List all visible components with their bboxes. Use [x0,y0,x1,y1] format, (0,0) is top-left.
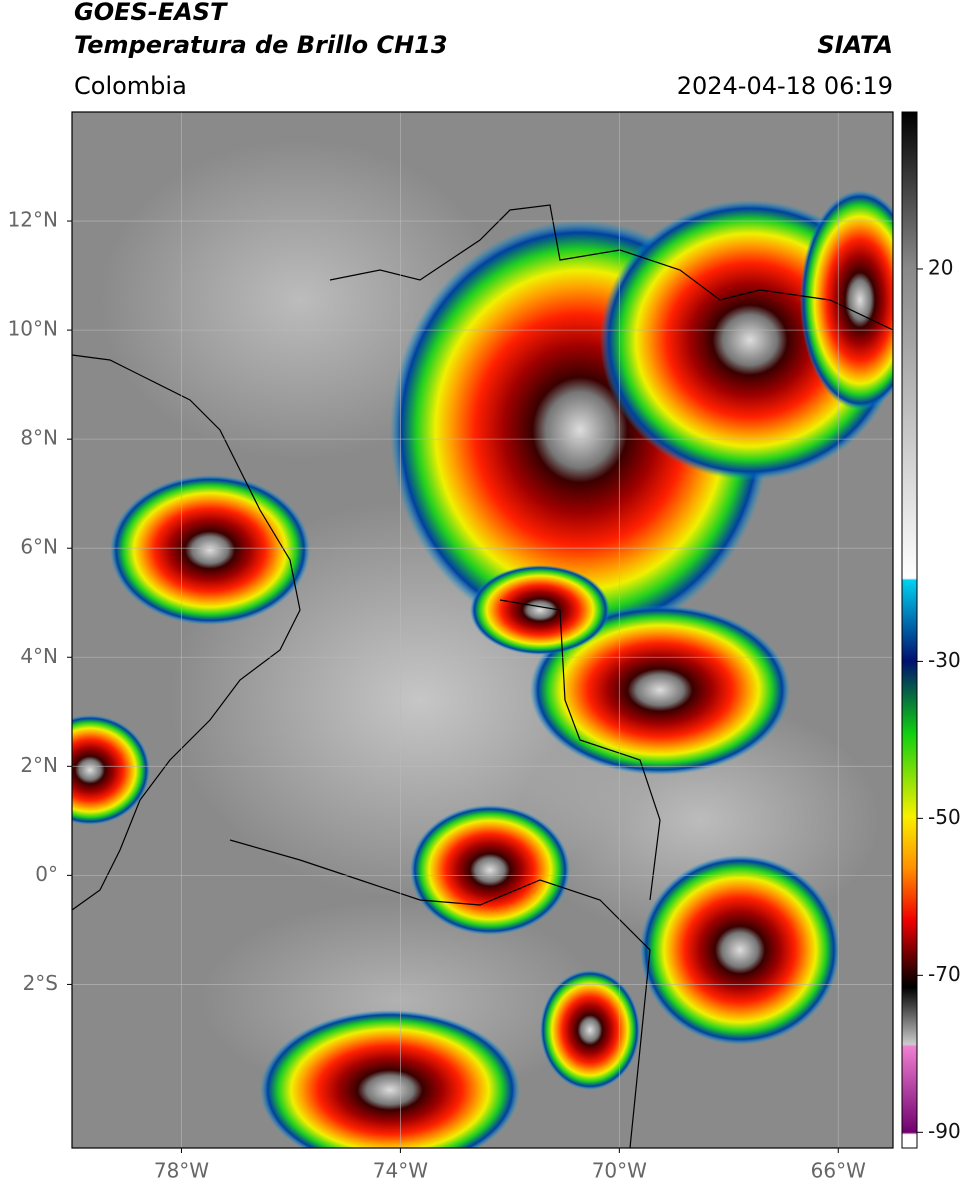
y-tick-label: 2°S [23,971,58,995]
colorbar-tick-label: -70 [928,962,961,986]
region: Colombia [74,72,187,100]
colorbar-tick-label: 20 [928,255,953,279]
colorbar-tick-label: -50 [928,805,961,829]
grid [72,112,893,1148]
border [329,204,893,331]
subtitle: Temperatura de Brillo CH13 [74,31,448,59]
y-tick-label: 12°N [8,208,58,232]
satellite-image [72,112,893,1148]
y-tick-label: 8°N [20,426,58,450]
y-tick-label: 4°N [20,644,58,668]
storm [110,475,310,625]
storm [260,1010,520,1148]
border [229,839,651,1148]
border [499,599,661,901]
colorbar-tick-label: -30 [928,648,961,672]
storm [470,565,610,655]
y-tick-label: 6°N [20,535,58,559]
x-tick-label: 74°W [373,1159,428,1183]
coastline [72,354,301,911]
colorbar-tick-label: -90 [928,1119,961,1143]
source: SIATA [817,31,893,59]
y-tick-label: 0° [35,862,58,886]
datetime: 2024-04-18 06:19 [677,72,893,100]
storm [72,715,150,825]
y-tick-label: 2°N [20,753,58,777]
y-tick-label: 10°N [8,317,58,341]
storm [640,855,840,1045]
map-frame [71,111,894,1149]
storm [410,805,570,935]
storm [540,970,640,1090]
storm [800,190,893,410]
storm [530,605,790,775]
x-tick-label: 70°W [592,1159,647,1183]
x-tick-label: 66°W [811,1159,866,1183]
colorbar [901,111,918,1149]
x-tick-label: 78°W [154,1159,209,1183]
ticks: 78°W 74°W 70°W 66°W 12°N 10°N 8°N 6°N 4°N 2°N 0° 2°… [8,208,961,1183]
title: GOES-EAST [74,0,228,26]
